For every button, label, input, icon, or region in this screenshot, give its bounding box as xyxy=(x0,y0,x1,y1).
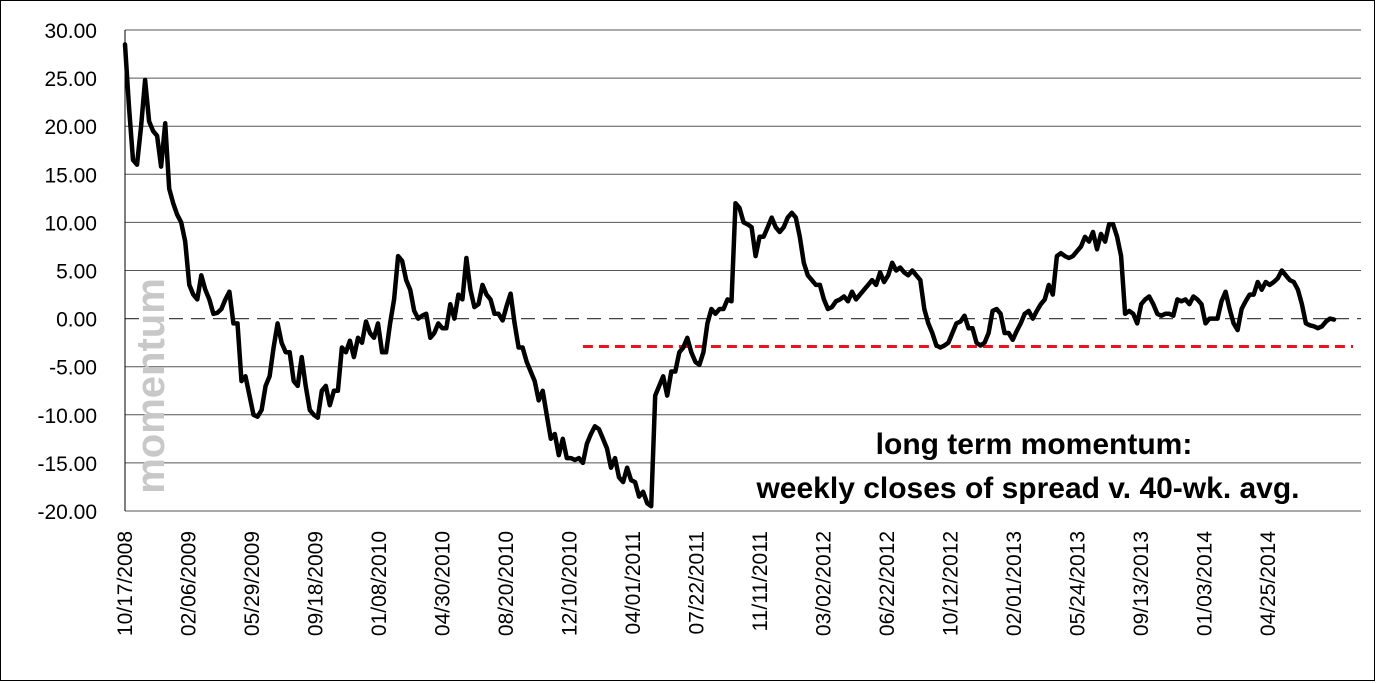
y-tick-label: 5.00 xyxy=(56,261,97,284)
y-tick-label: 0.00 xyxy=(56,309,97,332)
y-tick-label: -15.00 xyxy=(37,453,97,476)
y-tick-label: 10.00 xyxy=(44,212,97,235)
x-tick-label: 04/30/2010 xyxy=(432,531,455,636)
x-tick-label: 07/22/2011 xyxy=(686,531,709,635)
x-tick-label: 11/11/2011 xyxy=(749,531,772,631)
y-tick-label: -20.00 xyxy=(37,501,97,524)
x-tick-label: 01/03/2014 xyxy=(1194,531,1217,636)
y-tick-label: -10.00 xyxy=(37,405,97,428)
x-tick-label: 02/06/2009 xyxy=(178,531,201,636)
series-line-momentum xyxy=(122,42,1337,509)
y-tick-label: 30.00 xyxy=(44,20,97,43)
y-tick-label: 15.00 xyxy=(44,164,97,187)
x-tick-label: 03/02/2012 xyxy=(813,531,836,636)
reference-lines xyxy=(125,318,1361,348)
x-tick-label: 05/29/2009 xyxy=(241,531,264,636)
series-layer xyxy=(122,42,1337,509)
annotation-line-2: weekly closes of spread v. 40-wk. avg. xyxy=(755,472,1299,505)
y-tick-label: 25.00 xyxy=(44,68,97,91)
watermark-label: momentum xyxy=(129,278,173,494)
y-tick-label: 20.00 xyxy=(44,116,97,139)
x-tick-label: 09/13/2013 xyxy=(1130,531,1153,636)
x-tick-label: 04/25/2014 xyxy=(1257,531,1280,636)
x-tick-label: 09/18/2009 xyxy=(305,531,328,636)
x-tick-label: 10/12/2012 xyxy=(940,531,963,636)
x-tick-label: 12/10/2010 xyxy=(559,531,582,636)
x-tick-label: 08/20/2010 xyxy=(495,531,518,636)
x-tick-label: 02/01/2013 xyxy=(1003,531,1026,636)
x-tick-label: 06/22/2012 xyxy=(876,531,899,636)
y-tick-label: -5.00 xyxy=(49,357,97,380)
x-tick-label: 05/24/2013 xyxy=(1067,531,1090,636)
y-tick-labels: 30.00 25.00 20.00 15.00 10.00 5.00 0.00 -5.00 -1… xyxy=(37,20,97,524)
x-tick-label: 04/01/2011 xyxy=(622,531,645,635)
x-tick-labels: 10/17/2008 02/06/2009 05/29/2009 09/18/2009… xyxy=(114,531,1280,636)
annotation-line-1: long term momentum: xyxy=(876,428,1193,461)
x-tick-label: 10/17/2008 xyxy=(114,531,137,636)
x-tick-label: 01/08/2010 xyxy=(368,531,391,636)
